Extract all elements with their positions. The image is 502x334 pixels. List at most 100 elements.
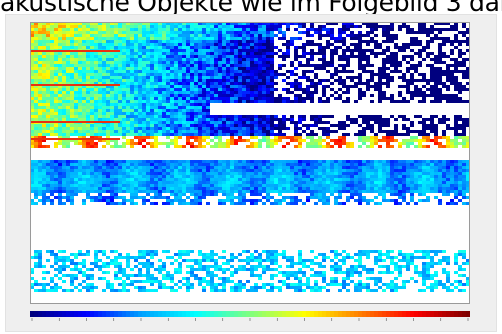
- heatmap-cell: [62, 94, 66, 97]
- heatmap-cell: [462, 175, 466, 178]
- heatmap-cell: [254, 43, 258, 46]
- heatmap-cell: [194, 82, 198, 85]
- heatmap-cell: [226, 118, 230, 121]
- heatmap-cell: [238, 28, 242, 31]
- heatmap-cell: [74, 142, 78, 145]
- heatmap-cell: [122, 181, 126, 184]
- heatmap-cell: [298, 133, 302, 136]
- heatmap-cell: [438, 43, 442, 46]
- heatmap-cell: [70, 91, 74, 94]
- heatmap-cell: [170, 178, 174, 181]
- heatmap-cell: [318, 172, 322, 175]
- heatmap-cell: [454, 25, 458, 28]
- heatmap-cell: [54, 94, 58, 97]
- heatmap-cell: [382, 34, 386, 37]
- heatmap-cell: [138, 73, 142, 76]
- heatmap-cell: [178, 97, 182, 100]
- heatmap-cell: [322, 133, 326, 136]
- heatmap-cell: [226, 133, 230, 136]
- heatmap-cell: [246, 73, 250, 76]
- heatmap-cell: [82, 58, 86, 61]
- heatmap-cell: [198, 22, 202, 25]
- heatmap-cell: [330, 187, 334, 190]
- heatmap-cell: [90, 127, 94, 130]
- heatmap-cell: [350, 172, 354, 175]
- heatmap-cell: [146, 184, 150, 187]
- heatmap-cell: [46, 178, 50, 181]
- heatmap-cell: [166, 82, 170, 85]
- heatmap-cell: [94, 31, 98, 34]
- heatmap-cell: [42, 181, 46, 184]
- heatmap-cell: [230, 61, 234, 64]
- heatmap-cell: [390, 79, 394, 82]
- heatmap-cell: [246, 31, 250, 34]
- heatmap-cell: [162, 73, 166, 76]
- heatmap-cell: [86, 55, 90, 58]
- heatmap-cell: [190, 61, 194, 64]
- heatmap-cell: [86, 82, 90, 85]
- heatmap-cell: [66, 184, 70, 187]
- heatmap-cell: [310, 160, 314, 163]
- heatmap-cell: [98, 133, 102, 136]
- heatmap-cell: [158, 55, 162, 58]
- heatmap-cell: [166, 49, 170, 52]
- heatmap-cell: [382, 91, 386, 94]
- heatmap-cell: [454, 28, 458, 31]
- heatmap-cell: [142, 73, 146, 76]
- heatmap-cell: [58, 112, 62, 115]
- heatmap-cell: [394, 55, 398, 58]
- heatmap-cell: [106, 76, 110, 79]
- heatmap-cell: [118, 94, 122, 97]
- heatmap-cell: [342, 121, 346, 124]
- heatmap-cell: [86, 79, 90, 82]
- heatmap-cell: [262, 166, 266, 169]
- heatmap-cell: [438, 91, 442, 94]
- heatmap-cell: [266, 187, 270, 190]
- heatmap-cell: [186, 118, 190, 121]
- heatmap-cell: [138, 34, 142, 37]
- heatmap-cell: [34, 184, 38, 187]
- heatmap-cell: [462, 142, 466, 145]
- heatmap-cell: [170, 94, 174, 97]
- heatmap-cell: [458, 82, 462, 85]
- heatmap-cell: [118, 70, 122, 73]
- heatmap-cell: [158, 49, 162, 52]
- heatmap-cell: [170, 106, 174, 109]
- heatmap-cell: [102, 61, 106, 64]
- heatmap-row: [34, 196, 470, 199]
- heatmap-cell: [390, 97, 394, 100]
- heatmap-cell: [154, 46, 158, 49]
- heatmap-cell: [158, 178, 162, 181]
- heatmap-cell: [134, 127, 138, 130]
- heatmap-cell: [266, 181, 270, 184]
- heatmap-cell: [174, 130, 178, 133]
- heatmap-cell: [158, 121, 162, 124]
- heatmap-cell: [130, 181, 134, 184]
- heatmap-cell: [34, 91, 38, 94]
- heatmap-cell: [402, 43, 406, 46]
- heatmap-cell: [238, 52, 242, 55]
- heatmap-cell: [94, 115, 98, 118]
- heatmap-cell: [202, 190, 206, 193]
- heatmap-cell: [226, 181, 230, 184]
- heatmap-cell: [42, 172, 46, 175]
- heatmap-cell: [254, 121, 258, 124]
- heatmap-cell: [254, 85, 258, 88]
- heatmap-cell: [446, 67, 450, 70]
- heatmap-cell: [114, 169, 118, 172]
- heatmap-cell: [54, 190, 58, 193]
- heatmap-cell: [202, 145, 206, 148]
- heatmap-cell: [402, 169, 406, 172]
- heatmap-cell: [450, 94, 454, 97]
- heatmap-cell: [250, 82, 254, 85]
- heatmap-cell: [50, 58, 54, 61]
- heatmap-cell: [170, 79, 174, 82]
- heatmap-cell: [74, 178, 78, 181]
- heatmap-cell: [198, 112, 202, 115]
- heatmap-cell: [214, 142, 218, 145]
- heatmap-cell: [194, 40, 198, 43]
- heatmap-cell: [82, 124, 86, 127]
- heatmap-cell: [114, 70, 118, 73]
- heatmap-cell: [430, 139, 434, 142]
- heatmap-cell: [422, 160, 426, 163]
